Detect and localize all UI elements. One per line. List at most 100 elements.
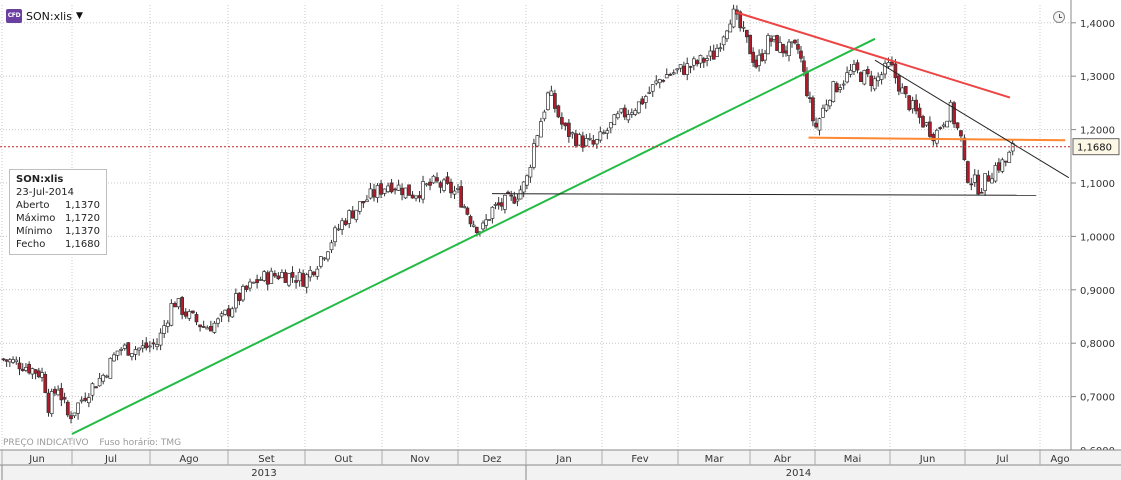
- candle-body: [643, 96, 648, 103]
- candle-body: [459, 186, 463, 208]
- candle-body: [969, 183, 974, 186]
- candle-body: [741, 26, 746, 29]
- candle-body: [997, 162, 1001, 171]
- candle-body: [509, 194, 514, 197]
- infobox-label: Fecho: [16, 239, 46, 250]
- candle-body: [896, 75, 901, 92]
- candle-body: [682, 65, 686, 75]
- candle-body: [671, 72, 676, 75]
- candle-body: [223, 309, 228, 315]
- candle-body: [668, 73, 673, 76]
- x-tick-label: Mai: [844, 454, 862, 465]
- candle-body: [775, 35, 779, 51]
- candle-body: [952, 102, 956, 125]
- candle-body: [532, 143, 536, 168]
- candle-body: [574, 133, 578, 146]
- candle-body: [30, 368, 35, 375]
- candle-body: [11, 359, 15, 363]
- candle-body: [924, 122, 929, 126]
- candle-body: [838, 87, 843, 90]
- candle-body: [657, 79, 662, 84]
- candle-body: [647, 92, 652, 94]
- x-tick-label: Ago: [1050, 454, 1069, 465]
- x-tick-label: Jul: [995, 454, 1008, 465]
- candle-body: [428, 181, 432, 186]
- candle-body: [46, 392, 51, 413]
- candle-body: [594, 139, 599, 145]
- candle-body: [1, 358, 6, 361]
- trendline: [491, 193, 1037, 196]
- candle-body: [27, 363, 32, 374]
- x-tick-label: Nov: [410, 454, 430, 465]
- candle-body: [137, 347, 141, 351]
- candle-body: [577, 134, 582, 146]
- candle-body: [490, 206, 495, 219]
- candle-body: [407, 184, 411, 196]
- candle-body: [248, 281, 252, 289]
- candle-body: [834, 83, 839, 93]
- candle-body: [311, 271, 316, 276]
- candle-body: [244, 285, 249, 290]
- candle-body: [928, 121, 932, 137]
- candle-body: [487, 219, 492, 221]
- candle-body: [678, 64, 683, 69]
- candle-body: [865, 68, 870, 75]
- candle-body: [471, 224, 476, 227]
- candle-body: [241, 286, 245, 301]
- candle-body: [972, 174, 977, 183]
- y-tick-label: 1,4000: [1080, 19, 1115, 30]
- symbol-label[interactable]: SON:xlis: [26, 9, 72, 23]
- chevron-down-icon[interactable]: ▼: [75, 11, 83, 21]
- candle-body: [165, 322, 170, 327]
- candle-body: [343, 220, 348, 226]
- candle-body: [104, 375, 109, 378]
- candle-body: [1007, 151, 1012, 163]
- current-price-label: 1,1680: [1077, 143, 1112, 154]
- candle-body: [484, 219, 489, 226]
- candle-body: [24, 366, 28, 371]
- candle-body: [424, 183, 429, 186]
- x-tick-label: Jan: [555, 454, 571, 465]
- candle-body: [43, 374, 48, 393]
- candle-body: [563, 122, 568, 127]
- candle-body: [435, 177, 439, 182]
- candle-body: [319, 256, 323, 267]
- x-tick-label: Out: [334, 454, 352, 465]
- cfd-icon: CFD: [6, 9, 22, 23]
- candle-body: [301, 273, 306, 287]
- candle-body: [817, 118, 822, 131]
- infobox-value: 1,1680: [65, 239, 100, 250]
- candle-body: [619, 108, 624, 113]
- candle-body: [53, 388, 57, 394]
- candle-body: [262, 271, 267, 281]
- infobox-row-open: Aberto 1,1370: [16, 199, 100, 212]
- candle-body: [890, 61, 894, 66]
- candle-body: [83, 397, 88, 401]
- candle-body: [237, 292, 242, 301]
- candle-body: [802, 60, 806, 72]
- candle-body: [101, 374, 106, 382]
- candle-body: [945, 120, 950, 128]
- candle-body: [542, 111, 547, 120]
- candle-body: [772, 35, 776, 40]
- candle-body: [474, 226, 479, 234]
- candle-body: [721, 36, 726, 46]
- trendline: [735, 11, 1011, 99]
- candle-body: [322, 257, 327, 260]
- candle-body: [499, 202, 504, 207]
- candle-body: [421, 181, 425, 200]
- candle-body: [748, 34, 752, 55]
- candle-body: [326, 251, 330, 260]
- y-tick-label: 0,8000: [1080, 339, 1115, 350]
- trendline: [71, 37, 876, 435]
- candle-body: [685, 63, 690, 75]
- candle-body: [917, 107, 922, 118]
- candle-body: [546, 92, 550, 111]
- y-tick-label: 1,1000: [1080, 179, 1115, 190]
- clock-icon[interactable]: [1053, 11, 1065, 23]
- candle-body: [553, 93, 557, 109]
- infobox-symbol: SON:xlis: [16, 174, 64, 185]
- candle-body: [560, 117, 564, 125]
